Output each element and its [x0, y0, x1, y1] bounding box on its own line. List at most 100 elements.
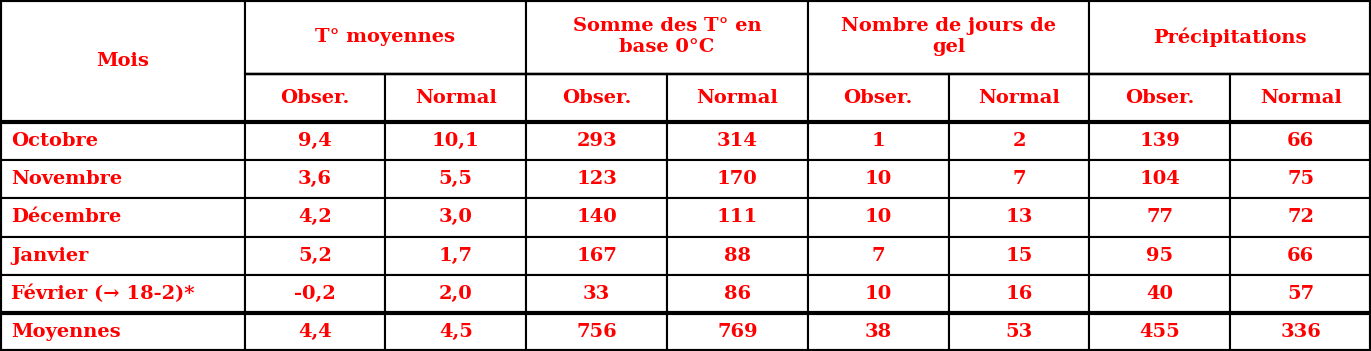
- Bar: [949, 160, 1090, 198]
- Bar: [526, 198, 666, 237]
- Bar: [526, 275, 666, 313]
- Text: 104: 104: [1139, 170, 1180, 188]
- Bar: [0, 160, 244, 198]
- Text: 77: 77: [1146, 208, 1174, 226]
- Bar: [1230, 122, 1371, 160]
- Text: 139: 139: [1139, 132, 1180, 150]
- Text: Obser.: Obser.: [280, 89, 350, 107]
- Text: 40: 40: [1146, 285, 1174, 303]
- Text: T° moyennes: T° moyennes: [315, 28, 455, 46]
- Text: 95: 95: [1146, 247, 1174, 265]
- Bar: [808, 73, 949, 122]
- Text: 7: 7: [872, 247, 884, 265]
- Text: 4,4: 4,4: [298, 323, 332, 341]
- Bar: [1230, 73, 1371, 122]
- Bar: [385, 160, 526, 198]
- Text: Octobre: Octobre: [11, 132, 97, 150]
- Text: 33: 33: [583, 285, 610, 303]
- Bar: [0, 237, 244, 275]
- Text: 167: 167: [576, 247, 617, 265]
- Bar: [244, 237, 385, 275]
- Bar: [808, 275, 949, 313]
- Bar: [808, 198, 949, 237]
- Bar: [808, 313, 949, 351]
- Text: 66: 66: [1287, 132, 1315, 150]
- Text: 756: 756: [576, 323, 617, 341]
- Bar: [0, 122, 244, 160]
- Text: 2,0: 2,0: [439, 285, 473, 303]
- Text: 10: 10: [865, 208, 891, 226]
- Bar: [244, 73, 385, 122]
- Bar: [949, 313, 1090, 351]
- Bar: [0, 275, 244, 313]
- Text: 2: 2: [1012, 132, 1026, 150]
- Text: Précipitations: Précipitations: [1153, 27, 1307, 47]
- Text: 38: 38: [865, 323, 891, 341]
- Bar: [244, 122, 385, 160]
- Text: 3,0: 3,0: [439, 208, 473, 226]
- Bar: [385, 313, 526, 351]
- Text: 88: 88: [724, 247, 751, 265]
- Text: 5,2: 5,2: [298, 247, 332, 265]
- Text: Normal: Normal: [1260, 89, 1342, 107]
- Text: Somme des T° en
base 0°C: Somme des T° en base 0°C: [573, 17, 761, 56]
- Text: 111: 111: [717, 208, 758, 226]
- Text: Obser.: Obser.: [562, 89, 631, 107]
- Text: 1,7: 1,7: [439, 247, 473, 265]
- Text: Janvier: Janvier: [11, 247, 88, 265]
- Text: Normal: Normal: [415, 89, 496, 107]
- Bar: [1090, 275, 1230, 313]
- Text: 10: 10: [865, 285, 891, 303]
- Bar: [1230, 160, 1371, 198]
- Text: 314: 314: [717, 132, 758, 150]
- Text: 75: 75: [1287, 170, 1315, 188]
- Bar: [1230, 313, 1371, 351]
- Text: 455: 455: [1139, 323, 1180, 341]
- Text: 123: 123: [576, 170, 617, 188]
- Text: 9,4: 9,4: [298, 132, 332, 150]
- Bar: [385, 122, 526, 160]
- Bar: [949, 275, 1090, 313]
- Bar: [526, 73, 666, 122]
- Bar: [1090, 122, 1230, 160]
- Bar: [385, 198, 526, 237]
- Bar: [1090, 160, 1230, 198]
- Text: Mois: Mois: [96, 52, 148, 70]
- Bar: [1090, 313, 1230, 351]
- Bar: [949, 198, 1090, 237]
- Bar: [385, 275, 526, 313]
- Bar: [1230, 198, 1371, 237]
- Bar: [1090, 237, 1230, 275]
- Bar: [385, 73, 526, 122]
- Text: 15: 15: [1005, 247, 1032, 265]
- Bar: [666, 73, 808, 122]
- Bar: [0, 313, 244, 351]
- Bar: [0, 0, 244, 122]
- Text: 140: 140: [576, 208, 617, 226]
- Bar: [808, 160, 949, 198]
- Bar: [666, 160, 808, 198]
- Bar: [666, 313, 808, 351]
- Bar: [526, 160, 666, 198]
- Text: 336: 336: [1281, 323, 1322, 341]
- Bar: [244, 198, 385, 237]
- Text: Obser.: Obser.: [1126, 89, 1194, 107]
- Bar: [1090, 0, 1371, 73]
- Text: 53: 53: [1005, 323, 1032, 341]
- Text: 10,1: 10,1: [432, 132, 480, 150]
- Bar: [385, 237, 526, 275]
- Bar: [526, 313, 666, 351]
- Text: 170: 170: [717, 170, 758, 188]
- Text: Novembre: Novembre: [11, 170, 122, 188]
- Bar: [0, 198, 244, 237]
- Text: 769: 769: [717, 323, 758, 341]
- Bar: [949, 122, 1090, 160]
- Text: 3,6: 3,6: [298, 170, 332, 188]
- Bar: [526, 0, 808, 73]
- Text: Décembre: Décembre: [11, 208, 121, 226]
- Bar: [949, 237, 1090, 275]
- Bar: [1090, 73, 1230, 122]
- Text: 4,2: 4,2: [298, 208, 332, 226]
- Text: Février (→ 18-2)*: Février (→ 18-2)*: [11, 285, 195, 303]
- Text: Nombre de jours de
gel: Nombre de jours de gel: [840, 17, 1056, 56]
